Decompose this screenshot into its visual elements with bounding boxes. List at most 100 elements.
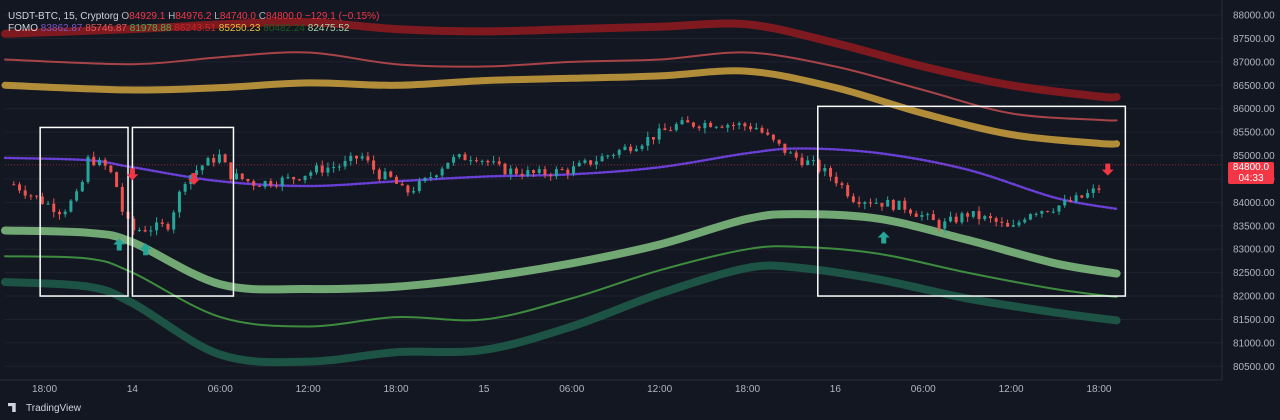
candle-body xyxy=(120,186,124,212)
candle-body xyxy=(823,168,827,172)
candle-body xyxy=(526,170,530,176)
indicator-bands xyxy=(1,14,1222,367)
candle-body xyxy=(994,218,998,222)
candle-body xyxy=(286,177,290,179)
candle-body xyxy=(532,170,536,173)
candle-body xyxy=(863,202,867,204)
candle-body xyxy=(829,168,833,177)
candle-body xyxy=(80,181,84,192)
candle-body xyxy=(897,200,901,210)
candle-body xyxy=(914,213,918,217)
candle-body xyxy=(229,162,233,180)
price-tick-label: 80500.00 xyxy=(1233,362,1275,373)
candle-body xyxy=(303,175,307,181)
candle-body xyxy=(743,123,747,127)
candle-body xyxy=(846,185,850,197)
candle-body xyxy=(514,168,518,174)
time-tick-label: 16 xyxy=(830,384,842,395)
time-tick-label: 18:00 xyxy=(1086,384,1111,395)
price-tick-label: 85000.00 xyxy=(1233,151,1275,162)
candle-body xyxy=(943,221,947,229)
highlight-boxes xyxy=(39,105,1127,297)
candle-body xyxy=(583,160,587,163)
candle-body xyxy=(1023,219,1027,223)
candle-body xyxy=(366,156,370,161)
time-tick-label: 06:00 xyxy=(911,384,936,395)
candle-body xyxy=(691,122,695,127)
candle-body xyxy=(720,126,724,128)
indicator-value: 85250.23 xyxy=(216,23,261,34)
candle-body xyxy=(326,167,330,173)
brand-footer[interactable]: TradingView xyxy=(8,403,81,414)
symbol-title: USDT-BTC, 15, Cryptorg xyxy=(8,11,119,22)
candle-body xyxy=(446,162,450,169)
highlight-box xyxy=(39,126,129,297)
candle-body xyxy=(429,177,433,179)
candle-body xyxy=(57,211,61,215)
candle-body xyxy=(520,173,524,176)
ohlc-value: 84740.0 xyxy=(219,11,256,22)
candle-body xyxy=(383,171,387,180)
candle-body xyxy=(629,146,633,152)
band-band_lower_outer xyxy=(1,261,1121,367)
candle-body xyxy=(737,123,741,126)
candle-body xyxy=(686,120,690,123)
candle-body xyxy=(903,200,907,210)
candle-body xyxy=(886,200,890,207)
candle-body xyxy=(434,175,438,178)
candle-body xyxy=(103,159,107,166)
candle-body xyxy=(680,120,684,125)
candle-body xyxy=(800,157,804,166)
indicator-value: 86243.51 xyxy=(171,23,216,34)
time-tick-label: 12:00 xyxy=(647,384,672,395)
time-tick-label: 06:00 xyxy=(208,384,233,395)
candle-body xyxy=(703,122,707,129)
candle-body xyxy=(457,154,461,157)
time-tick-label: 12:00 xyxy=(296,384,321,395)
ohlc-key: O xyxy=(121,11,130,22)
candle-body xyxy=(223,154,227,163)
price-tick-label: 86500.00 xyxy=(1233,81,1275,92)
candle-body xyxy=(417,181,421,192)
price-axis[interactable]: 88000.00 87500.00 87000.00 86500.00 86000.00… xyxy=(1221,0,1275,380)
price-tick-label: 88000.00 xyxy=(1233,11,1275,22)
candle-body xyxy=(606,155,610,157)
candle-body xyxy=(657,128,661,140)
candle-body xyxy=(469,160,473,162)
candle-body xyxy=(509,168,513,175)
candle-body xyxy=(988,216,992,219)
candle-body xyxy=(177,191,181,213)
price-tick-label: 84000.00 xyxy=(1233,198,1275,209)
candle-body xyxy=(297,179,301,181)
candle-body xyxy=(1063,200,1067,206)
time-tick-label: 15 xyxy=(478,384,490,395)
candle-body xyxy=(971,211,975,217)
signal-arrows xyxy=(113,163,1114,256)
indicator-legend[interactable]: FOMO 83862.87 85746.87 81978.88 86243.51… xyxy=(8,23,350,34)
time-tick-label: 18:00 xyxy=(735,384,760,395)
candle-body xyxy=(360,156,364,159)
candle-body xyxy=(132,218,136,231)
candle-body xyxy=(1040,211,1044,214)
candle-body xyxy=(1046,211,1050,213)
candle-body xyxy=(40,196,44,204)
candle-body xyxy=(960,213,964,223)
candle-body xyxy=(257,185,261,187)
price-tick-label: 83500.00 xyxy=(1233,221,1275,232)
candle-body xyxy=(309,172,313,176)
candle-body xyxy=(600,156,604,162)
candle-body xyxy=(75,191,79,201)
buy-arrow-icon xyxy=(139,243,152,256)
price-tick-label: 81000.00 xyxy=(1233,338,1275,349)
time-axis[interactable]: 18:00 14 06:00 12:00 18:00 15 06:00 12:00 18:00 1… xyxy=(0,379,1222,395)
candle-body xyxy=(794,152,798,158)
ohlc-key: L xyxy=(211,11,220,22)
indicator-value: 82475.52 xyxy=(305,23,350,34)
candle-body xyxy=(937,220,941,229)
indicator-value: 81978.88 xyxy=(127,23,172,34)
symbol-legend[interactable]: USDT-BTC, 15, Cryptorg O84929.1 H84976.2… xyxy=(8,11,379,22)
candle-body xyxy=(280,177,284,186)
time-tick-label: 06:00 xyxy=(559,384,584,395)
candle-body xyxy=(709,122,713,128)
